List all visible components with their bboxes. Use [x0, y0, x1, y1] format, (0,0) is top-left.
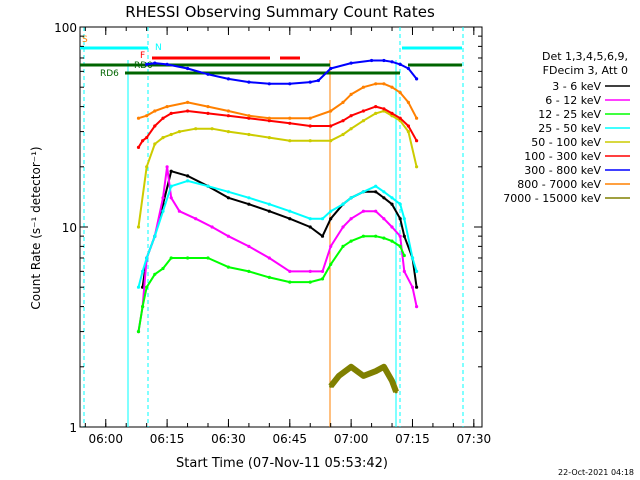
flag-annotation: RD6 — [100, 69, 119, 79]
legend-entry-label: 100 - 300 keV — [524, 150, 601, 163]
series-group — [136, 109, 419, 229]
x-tick-label: 07:00 — [334, 432, 369, 446]
x-tick-label: 07:30 — [457, 432, 492, 446]
series-line — [328, 363, 399, 393]
series-line — [141, 170, 418, 288]
series-line — [146, 59, 418, 85]
series-group — [136, 179, 419, 289]
y-axis-label: Count Rate (s⁻¹ detector⁻¹) — [29, 146, 43, 309]
series-group — [136, 82, 419, 120]
flag-annotation: F — [140, 51, 145, 61]
legend-entry-label: 25 - 50 keV — [538, 122, 601, 135]
x-tick-label: 07:15 — [395, 432, 430, 446]
series-line — [137, 165, 418, 332]
chart-title: RHESSI Observing Summary Count Rates — [125, 3, 435, 21]
plot-frame — [79, 26, 483, 428]
series-group — [136, 105, 419, 149]
y-tick-label: 10 — [62, 221, 77, 235]
legend-entry-label: 800 - 7000 keV — [517, 178, 601, 191]
legend: Det 1,3,4,5,6,9,FDecim 3, Att 0 3 - 6 keV… — [503, 50, 630, 205]
legend-entry-label: 300 - 800 keV — [524, 164, 601, 177]
y-tick-label: 1 — [69, 421, 77, 435]
flag-annotation: S — [82, 35, 88, 45]
legend-entry-label: 12 - 25 keV — [538, 108, 601, 121]
series-layer — [136, 58, 419, 394]
x-tick-label: 06:45 — [272, 432, 307, 446]
axes-layer: 06:00 06:15 06:30 06:45 07:00 07:15 07:30 1 10 10… — [54, 21, 491, 446]
series-line — [137, 110, 418, 228]
footer-date: 22-Oct-2021 04:18 — [558, 468, 634, 477]
legend-entry-label: 7000 - 15000 keV — [503, 192, 601, 205]
series-line — [137, 179, 418, 288]
series-line — [138, 82, 418, 120]
x-tick-label: 06:30 — [211, 432, 246, 446]
series-group — [145, 58, 419, 86]
legend-header-line: Det 1,3,4,5,6,9, — [542, 50, 628, 63]
series-line — [137, 105, 418, 148]
x-tick-label: 06:15 — [150, 432, 185, 446]
legend-entry-label: 3 - 6 keV — [552, 80, 601, 93]
flag-annotation: RD0 — [134, 61, 153, 71]
legend-header-line: FDecim 3, Att 0 — [543, 64, 628, 77]
legend-entry-label: 50 - 100 keV — [531, 136, 601, 149]
series-line — [137, 235, 406, 332]
x-axis-label: Start Time (07-Nov-11 05:53:42) — [176, 456, 388, 471]
x-tick-label: 06:00 — [88, 432, 123, 446]
y-tick-label: 100 — [54, 21, 77, 35]
legend-entry-label: 6 - 12 keV — [545, 94, 601, 107]
flag-annotation: N — [155, 43, 162, 53]
series-group — [136, 234, 406, 334]
series-group — [328, 363, 399, 394]
